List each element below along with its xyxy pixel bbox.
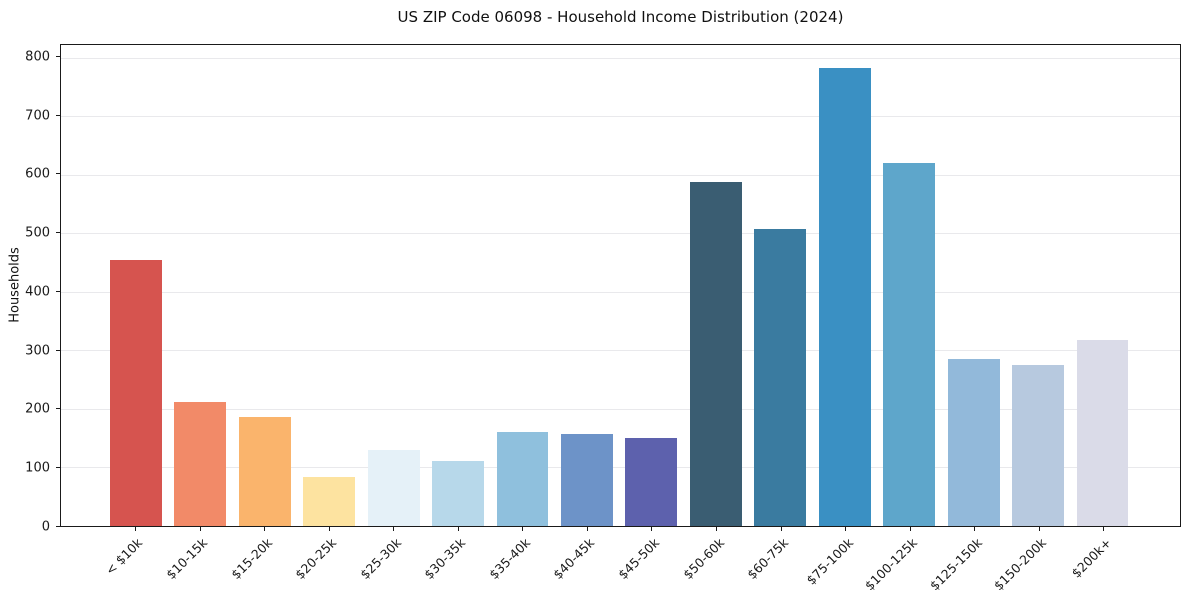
- x-tick-label: $45-50k: [615, 535, 663, 583]
- y-axis-ticks: 0 100 200 300 400 500 600 700 800: [0, 44, 60, 535]
- y-tick-label: 700: [25, 108, 50, 124]
- x-tick-mark: [651, 527, 653, 531]
- y-tick-label: 100: [25, 460, 50, 476]
- y-tick-label: 800: [25, 49, 50, 65]
- x-tick-mark: [909, 527, 911, 531]
- bar-200k: [1076, 339, 1129, 526]
- bar-30-35k: [432, 461, 485, 526]
- gridline: [61, 174, 1180, 176]
- chart-title: US ZIP Code 06098 - Household Income Dis…: [397, 8, 844, 26]
- y-tick-label: 0: [41, 519, 50, 535]
- y-tick-label: 600: [25, 166, 50, 182]
- bar-35-40k: [496, 431, 549, 526]
- y-tick-mark: [56, 526, 60, 527]
- gridline: [61, 57, 1180, 59]
- x-tick-label: $100-125k: [862, 535, 921, 590]
- x-tick-label: $20-25k: [292, 535, 340, 583]
- x-tick-label: $50-60k: [679, 535, 727, 583]
- x-tick-mark: [134, 527, 136, 531]
- bar-75-100k: [818, 67, 871, 526]
- bar-100-125k: [883, 162, 936, 526]
- y-tick-mark: [56, 173, 60, 175]
- x-tick-mark: [199, 527, 201, 531]
- bar-50-60k: [689, 181, 742, 526]
- y-tick-mark: [56, 349, 60, 351]
- x-tick-label: $35-40k: [485, 535, 533, 583]
- y-tick-label: 500: [25, 225, 50, 241]
- plot-area: [60, 44, 1181, 527]
- bar-15-20k: [238, 417, 291, 526]
- y-tick-label: 400: [25, 284, 50, 300]
- y-tick-mark: [56, 232, 60, 234]
- x-axis-ticks: < $10k $10-15k $15-20k $20-25k $25-30k $30-35…: [60, 527, 1181, 590]
- x-tick-label: $15-20k: [227, 535, 275, 583]
- gridline: [61, 350, 1180, 352]
- x-tick-mark: [328, 527, 330, 531]
- x-tick-mark: [845, 527, 847, 531]
- gridline: [61, 467, 1180, 469]
- y-tick-mark: [56, 114, 60, 116]
- y-tick-mark: [56, 467, 60, 469]
- bar-25-30k: [367, 449, 420, 526]
- x-tick-label: $150-200k: [991, 535, 1050, 590]
- x-tick-label: $30-35k: [421, 535, 469, 583]
- bar-40-45k: [561, 433, 613, 526]
- x-tick-mark: [780, 527, 782, 531]
- x-tick-mark: [1103, 527, 1105, 531]
- bar-125-150k: [947, 358, 1000, 526]
- x-tick-mark: [586, 527, 588, 531]
- x-tick-label: $75-100k: [803, 535, 856, 588]
- x-tick-mark: [716, 527, 718, 531]
- x-tick-label: < $10k: [102, 535, 146, 578]
- y-tick-label: 200: [25, 401, 50, 417]
- bar-150-200k: [1012, 365, 1064, 526]
- y-tick-mark: [56, 55, 60, 57]
- x-tick-label: $60-75k: [744, 535, 792, 583]
- x-tick-label: $25-30k: [356, 535, 404, 583]
- x-tick-mark: [522, 527, 524, 531]
- bar-10k: [109, 259, 162, 526]
- x-tick-mark: [264, 527, 266, 531]
- bar-20-25k: [303, 476, 356, 526]
- x-tick-label: $200k+: [1068, 535, 1114, 581]
- bar-60-75k: [754, 228, 807, 526]
- x-tick-label: $125-150k: [926, 535, 985, 590]
- x-tick-mark: [1038, 527, 1040, 531]
- x-tick-mark: [457, 527, 459, 531]
- x-tick-label: $40-45k: [550, 535, 598, 583]
- gridline: [61, 408, 1180, 410]
- bar-10-15k: [174, 401, 227, 526]
- y-tick-mark: [56, 290, 60, 292]
- x-tick-label: $10-15k: [163, 535, 211, 583]
- y-tick-mark: [56, 408, 60, 410]
- gridline: [61, 116, 1180, 118]
- y-tick-label: 300: [25, 343, 50, 359]
- x-tick-mark: [974, 527, 976, 531]
- bar-45-50k: [625, 437, 678, 526]
- gridline: [61, 233, 1180, 235]
- gridline: [61, 291, 1180, 293]
- x-tick-mark: [393, 527, 395, 531]
